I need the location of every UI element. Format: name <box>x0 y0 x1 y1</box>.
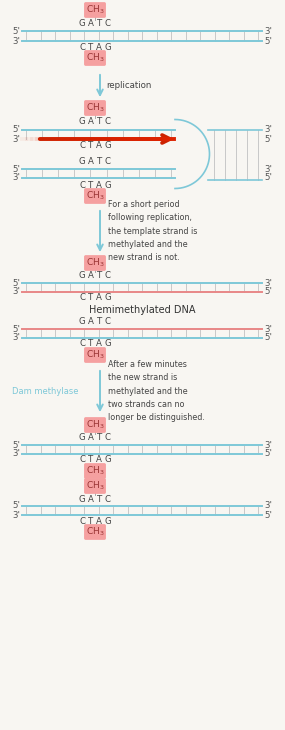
Text: 3': 3' <box>264 26 272 36</box>
Text: C: C <box>105 158 111 166</box>
Text: G: G <box>79 118 86 126</box>
Text: T: T <box>97 272 102 280</box>
Text: 5': 5' <box>264 450 272 458</box>
Text: 3': 3' <box>12 174 20 182</box>
Text: T: T <box>88 42 93 52</box>
Text: C: C <box>105 272 111 280</box>
Text: $\mathregular{CH_3}$: $\mathregular{CH_3}$ <box>86 419 104 431</box>
Text: A: A <box>88 20 94 28</box>
Text: C: C <box>79 42 85 52</box>
Text: G: G <box>79 272 86 280</box>
Text: G: G <box>104 140 111 150</box>
Text: C: C <box>79 456 85 464</box>
Text: $\mathregular{CH_3}$: $\mathregular{CH_3}$ <box>86 526 104 538</box>
Text: T: T <box>97 118 102 126</box>
Text: A: A <box>88 318 94 326</box>
Text: $\mathregular{CH_3}$: $\mathregular{CH_3}$ <box>86 4 104 16</box>
Text: A: A <box>96 42 102 52</box>
Text: T: T <box>88 180 93 190</box>
Text: $\mathregular{CH_3}$: $\mathregular{CH_3}$ <box>86 257 104 269</box>
Text: $\mathregular{CH_3}$: $\mathregular{CH_3}$ <box>86 190 104 202</box>
Text: T: T <box>88 517 93 526</box>
Text: 5': 5' <box>264 288 272 296</box>
Text: C: C <box>79 293 85 302</box>
Text: $\mathregular{CH_3}$: $\mathregular{CH_3}$ <box>86 480 104 492</box>
Text: 5': 5' <box>12 440 20 450</box>
Text: Hemimethylated DNA: Hemimethylated DNA <box>89 305 196 315</box>
Text: G: G <box>104 42 111 52</box>
Text: 5': 5' <box>12 279 20 288</box>
Text: 3': 3' <box>12 36 20 45</box>
Text: T: T <box>97 318 102 326</box>
Text: $\mathregular{CH_3}$: $\mathregular{CH_3}$ <box>86 52 104 64</box>
Text: replication: replication <box>106 82 151 91</box>
Text: 3': 3' <box>12 510 20 520</box>
Text: 5': 5' <box>12 325 20 334</box>
Text: For a short period
following replication,
the template strand is
methylated and : For a short period following replication… <box>108 200 198 262</box>
Text: T: T <box>97 494 102 504</box>
Text: 5': 5' <box>12 126 20 134</box>
Text: 5': 5' <box>264 134 272 144</box>
Text: G: G <box>79 318 86 326</box>
Text: 3': 3' <box>264 279 272 288</box>
Text: C: C <box>79 140 85 150</box>
Text: After a few minutes
the new strand is
methylated and the
two strands can no
long: After a few minutes the new strand is me… <box>108 360 205 422</box>
Text: C: C <box>105 20 111 28</box>
Text: T: T <box>88 140 93 150</box>
Text: 5': 5' <box>12 164 20 174</box>
Text: 5': 5' <box>12 502 20 510</box>
Text: G: G <box>79 494 86 504</box>
Text: 3': 3' <box>12 288 20 296</box>
Text: 3': 3' <box>12 450 20 458</box>
Text: G: G <box>104 456 111 464</box>
Text: A: A <box>96 456 102 464</box>
Text: 3': 3' <box>264 164 272 174</box>
Text: A: A <box>88 272 94 280</box>
Text: $\mathregular{CH_3}$: $\mathregular{CH_3}$ <box>86 465 104 477</box>
Text: G: G <box>79 20 86 28</box>
Text: 5': 5' <box>264 174 272 182</box>
Text: A: A <box>96 517 102 526</box>
Text: C: C <box>79 180 85 190</box>
Text: A: A <box>96 140 102 150</box>
Text: A: A <box>96 293 102 302</box>
Text: 3': 3' <box>264 440 272 450</box>
Text: C: C <box>79 339 85 348</box>
Text: G: G <box>104 180 111 190</box>
Text: T: T <box>97 434 102 442</box>
Text: A: A <box>88 494 94 504</box>
Text: 3': 3' <box>12 134 20 144</box>
Text: 3': 3' <box>264 126 272 134</box>
Text: 5': 5' <box>264 36 272 45</box>
Text: A: A <box>88 118 94 126</box>
Text: T: T <box>97 158 102 166</box>
Text: A: A <box>96 180 102 190</box>
Text: G: G <box>104 293 111 302</box>
Text: G: G <box>104 517 111 526</box>
Text: A: A <box>88 434 94 442</box>
Text: Dam methylase: Dam methylase <box>12 387 78 396</box>
Text: C: C <box>105 434 111 442</box>
Text: G: G <box>79 434 86 442</box>
Text: G: G <box>79 158 86 166</box>
Text: T: T <box>88 293 93 302</box>
Text: $\mathregular{CH_3}$: $\mathregular{CH_3}$ <box>86 349 104 361</box>
Text: T: T <box>88 456 93 464</box>
Text: 3': 3' <box>264 325 272 334</box>
Text: G: G <box>104 339 111 348</box>
Text: A: A <box>96 339 102 348</box>
Text: C: C <box>105 318 111 326</box>
Text: $\mathregular{CH_3}$: $\mathregular{CH_3}$ <box>86 101 104 115</box>
Text: T: T <box>97 20 102 28</box>
Text: C: C <box>79 517 85 526</box>
Text: 5': 5' <box>12 26 20 36</box>
Text: C: C <box>105 494 111 504</box>
Text: 3': 3' <box>264 502 272 510</box>
Text: 5': 5' <box>264 510 272 520</box>
Text: 3': 3' <box>12 334 20 342</box>
Text: 5': 5' <box>264 334 272 342</box>
Text: C: C <box>105 118 111 126</box>
Text: A: A <box>88 158 94 166</box>
Text: T: T <box>88 339 93 348</box>
